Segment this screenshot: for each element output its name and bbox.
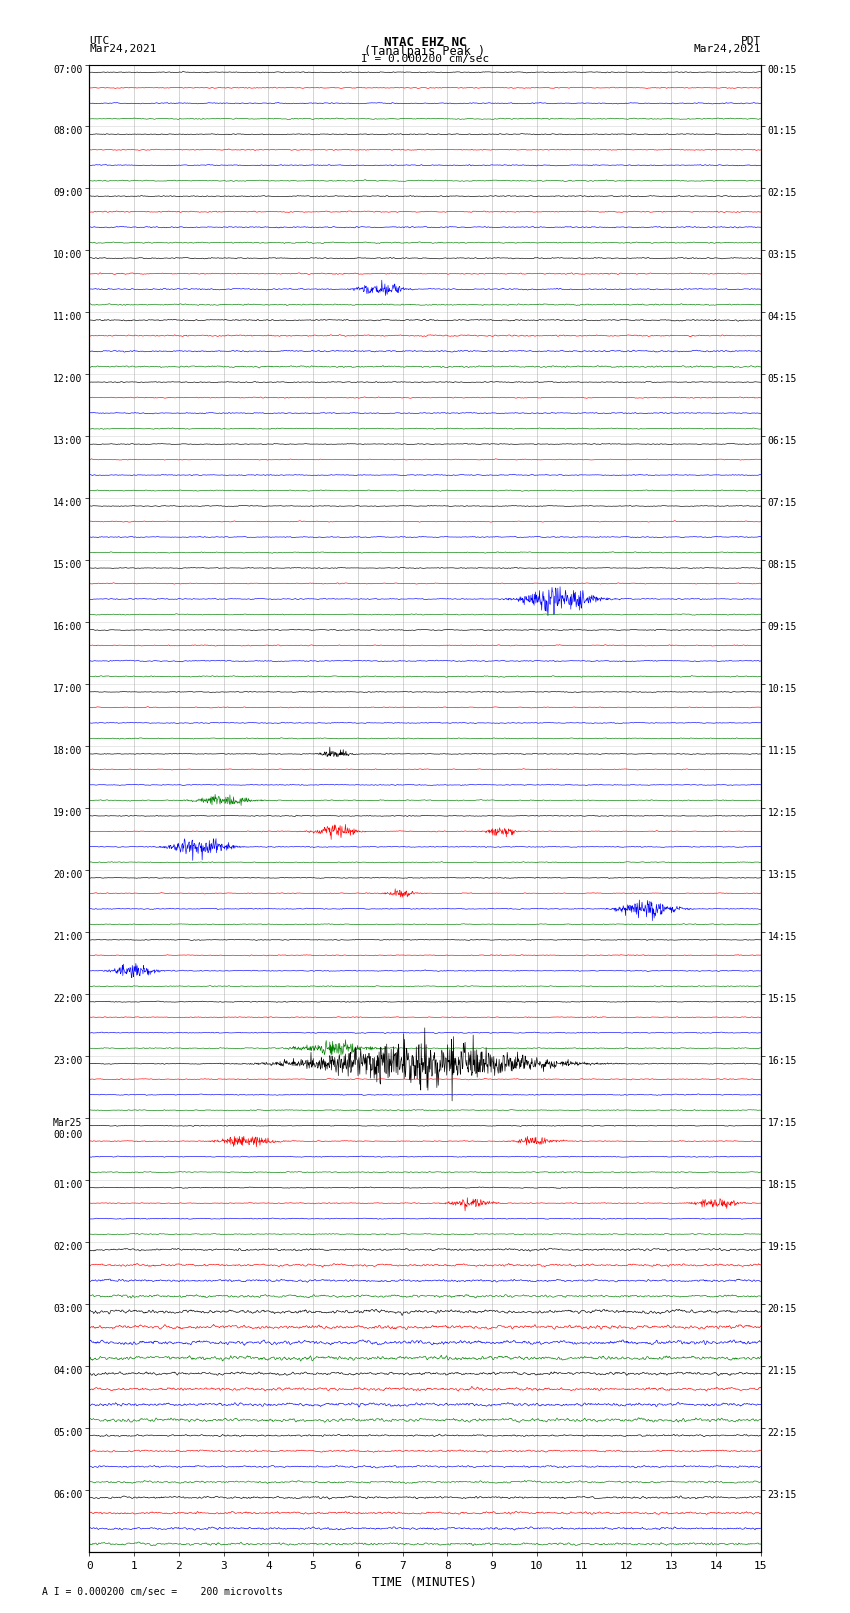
- X-axis label: TIME (MINUTES): TIME (MINUTES): [372, 1576, 478, 1589]
- Text: Mar24,2021: Mar24,2021: [694, 44, 761, 55]
- Text: NTAC EHZ NC: NTAC EHZ NC: [383, 37, 467, 50]
- Text: Mar24,2021: Mar24,2021: [89, 44, 156, 55]
- Text: A I = 0.000200 cm/sec =    200 microvolts: A I = 0.000200 cm/sec = 200 microvolts: [42, 1587, 283, 1597]
- Text: PDT: PDT: [740, 37, 761, 47]
- Text: (Tanalpais Peak ): (Tanalpais Peak ): [365, 45, 485, 58]
- Text: UTC: UTC: [89, 37, 110, 47]
- Text: I = 0.000200 cm/sec: I = 0.000200 cm/sec: [361, 53, 489, 65]
